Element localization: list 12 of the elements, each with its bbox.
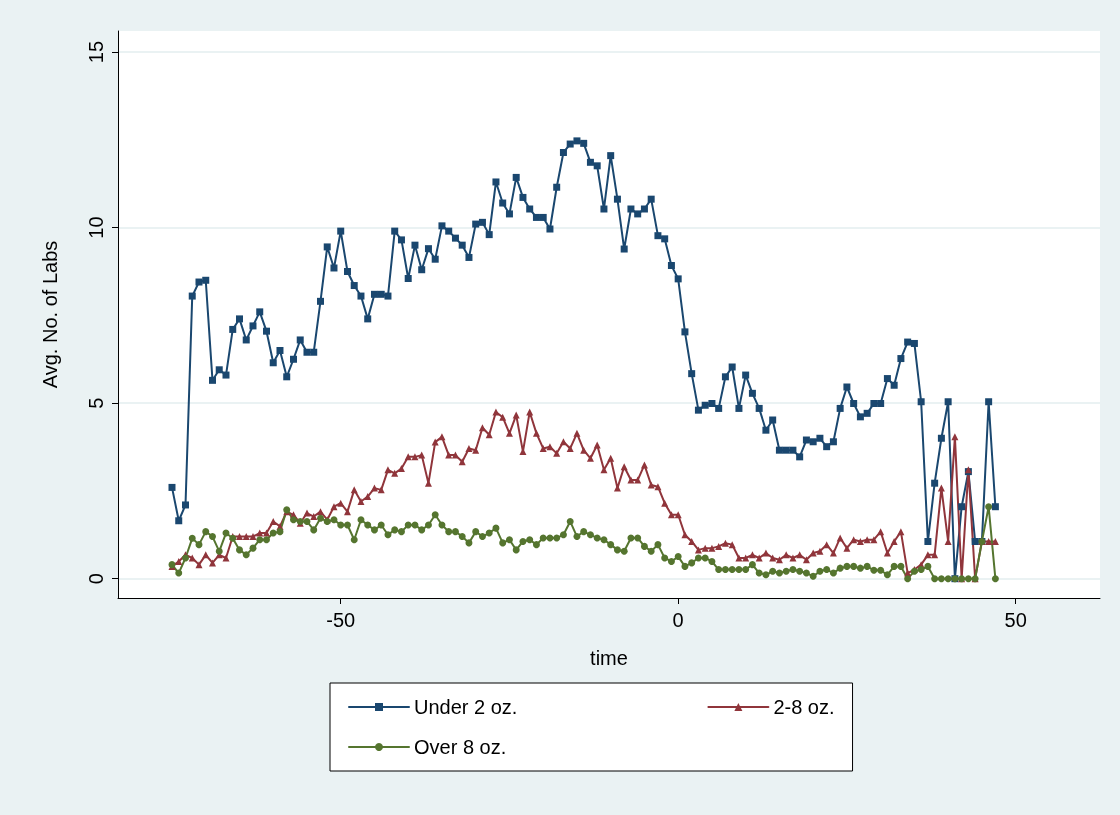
- x-tick-label: 0: [672, 609, 684, 631]
- x-tick-label: 50: [1004, 609, 1027, 631]
- x-tick-label: -50: [326, 609, 356, 631]
- legend-label: Under 2 oz.: [414, 696, 518, 718]
- legend-label: 2-8 oz.: [773, 696, 835, 718]
- y-axis-title: Avg. No. of Labs: [39, 240, 61, 389]
- x-axis-title: time: [590, 647, 628, 669]
- y-tick-label: 0: [85, 573, 107, 585]
- y-tick-label: 10: [85, 216, 107, 239]
- y-tick-label: 5: [85, 397, 107, 409]
- legend-label: Over 8 oz.: [414, 736, 507, 758]
- y-tick-label: 15: [85, 40, 107, 64]
